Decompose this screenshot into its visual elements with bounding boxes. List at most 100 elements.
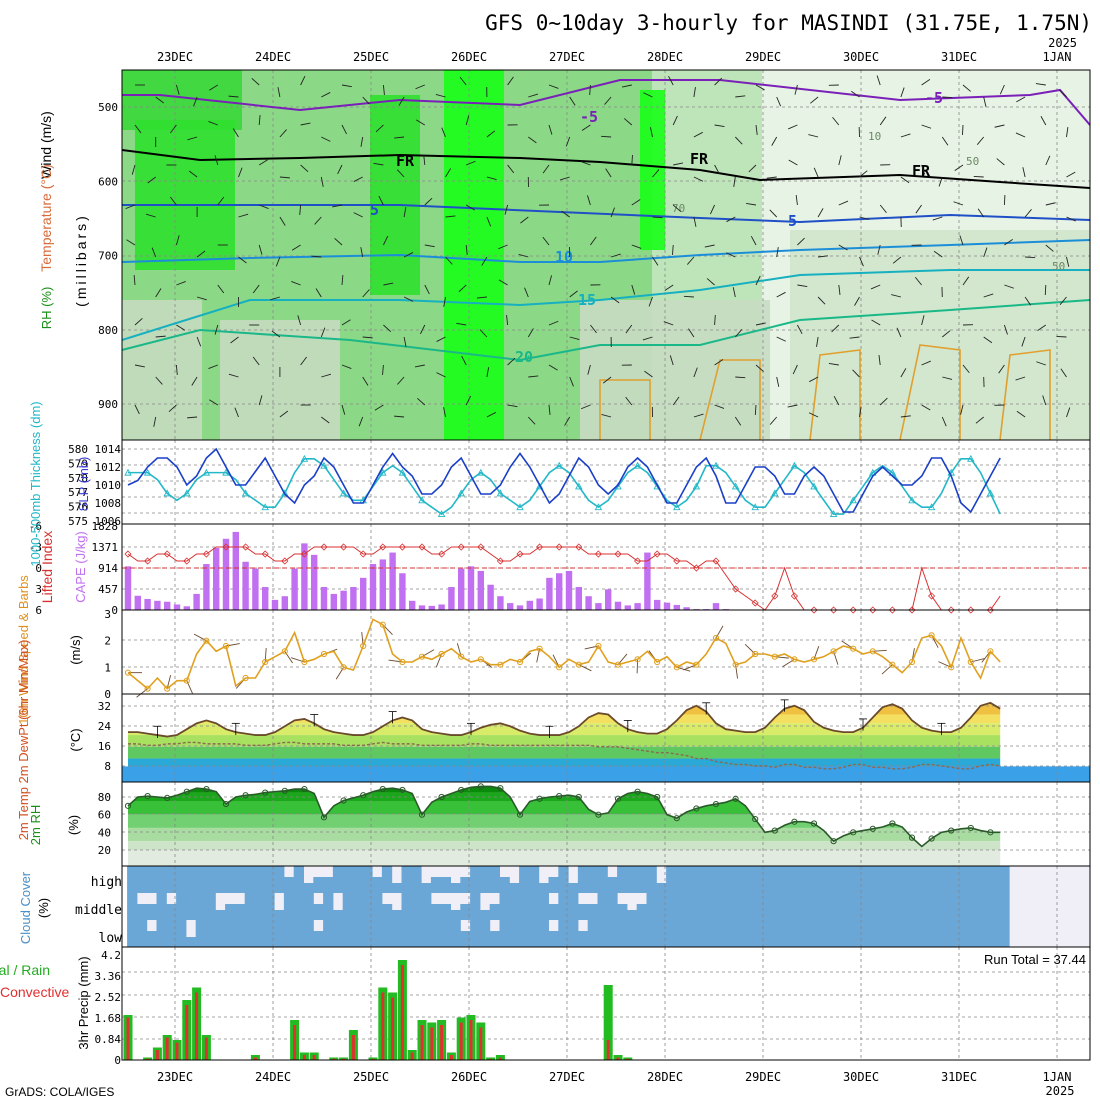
cloud-cell <box>215 910 226 920</box>
precip-conv-bar <box>381 992 385 1060</box>
precip-conv-bar <box>626 1058 630 1060</box>
cloud-cell <box>205 866 216 893</box>
cape-bar <box>458 568 465 610</box>
wind-barb <box>569 290 578 298</box>
wind-barb <box>382 84 385 95</box>
temp-tick: 16 <box>98 740 111 753</box>
wind-barb <box>415 84 425 90</box>
wind-barb <box>445 256 453 265</box>
wind-barb <box>527 416 536 425</box>
wind-barb <box>196 336 202 347</box>
cloud-cell <box>323 877 334 893</box>
wind-barb <box>776 96 782 107</box>
wind-speed-point <box>242 674 249 682</box>
isotherm-label: FR <box>396 152 415 170</box>
wind-barb <box>1015 376 1026 381</box>
cape-tick: 457 <box>98 583 118 596</box>
cloud-cell <box>734 866 745 893</box>
cloud-cell <box>362 866 373 893</box>
thickness-point <box>633 461 642 469</box>
cloud-cell <box>528 893 540 920</box>
precip-conv-bar <box>430 1027 434 1060</box>
wind-barb <box>353 176 363 182</box>
cloud-cell <box>528 866 540 893</box>
wind-barb <box>527 328 534 338</box>
rh2m-point <box>830 838 837 845</box>
wind-barb <box>417 397 426 406</box>
cloud-cell <box>450 910 461 920</box>
wind-barb <box>196 250 206 258</box>
cloud-cell <box>636 904 647 920</box>
cloud-cover-panel: high middle low <box>75 865 1091 948</box>
li-point <box>536 543 544 551</box>
wind-speed-point <box>654 658 661 666</box>
rh2m-point <box>673 815 680 822</box>
rh2m-point <box>850 829 857 836</box>
cloud-cell <box>548 877 559 893</box>
cloud-cell <box>852 920 863 947</box>
wind-barb <box>569 336 580 341</box>
cloud-cell <box>548 931 559 947</box>
rh2m-point <box>556 793 563 800</box>
wind-barb <box>914 276 922 286</box>
cloud-cell <box>372 893 383 920</box>
cloud-cell <box>479 910 491 920</box>
thickness-point <box>731 482 740 490</box>
li-point <box>281 557 289 565</box>
cloud-cell <box>176 866 187 893</box>
cloud-cell <box>989 920 1000 947</box>
wind-barb <box>1060 368 1067 378</box>
wind-barb <box>238 213 249 218</box>
rh2m-point <box>124 802 132 809</box>
thickness-line <box>128 458 1001 516</box>
cloud-cell <box>783 893 794 920</box>
wind-barb <box>362 96 370 105</box>
wind-barb <box>996 158 1005 166</box>
thickness-point <box>457 489 465 497</box>
thickness-label: 1000-500mb Thickness (dm) <box>28 401 43 566</box>
rh2m-point <box>320 814 328 821</box>
wind-barb <box>1042 395 1047 406</box>
wind-barb <box>188 170 198 178</box>
wind-barb <box>518 253 529 258</box>
wind-barb <box>998 364 1005 374</box>
cape-tick: 1828 <box>92 520 119 533</box>
cape-bar <box>497 596 504 610</box>
wind-barb <box>456 322 467 326</box>
lifted-index-label: Lifted Index <box>39 531 55 603</box>
wind-barb <box>746 202 757 206</box>
wind-barb <box>187 416 198 419</box>
thickness-tick: 575 <box>68 515 88 528</box>
cloud-cell <box>666 893 677 920</box>
cloud-cell <box>225 866 236 893</box>
cloud-cell <box>234 866 246 893</box>
isotherm-label: -5 <box>925 89 943 107</box>
wind-barb <box>362 336 373 339</box>
cape-bar <box>301 543 308 610</box>
cloud-cell <box>587 920 598 947</box>
wind-barb <box>1066 407 1071 418</box>
li-point <box>712 557 720 565</box>
wind-barb <box>375 124 384 133</box>
wind-barb <box>1045 202 1056 206</box>
wind-barb <box>337 164 343 175</box>
wind-barb <box>891 294 902 298</box>
wind-barb <box>604 96 612 105</box>
cloud-cell <box>862 866 873 893</box>
wind-barb <box>605 168 612 178</box>
date-label-top: 29DEC <box>745 50 781 64</box>
wind-barb <box>397 376 405 385</box>
cloud-cell <box>705 920 716 947</box>
cloud-cell <box>293 893 304 920</box>
cloud-cell <box>391 920 402 947</box>
thickness-tick: 579 <box>68 457 88 470</box>
isotherm-label: FR <box>690 150 709 168</box>
cloud-cell <box>136 866 148 893</box>
li-point <box>438 550 446 558</box>
li-point <box>477 543 485 551</box>
cloud-cell <box>685 920 696 947</box>
wind-barb <box>168 404 177 413</box>
wind-barb <box>782 658 795 668</box>
wind-barb <box>794 84 798 95</box>
cloud-cell <box>185 937 197 947</box>
